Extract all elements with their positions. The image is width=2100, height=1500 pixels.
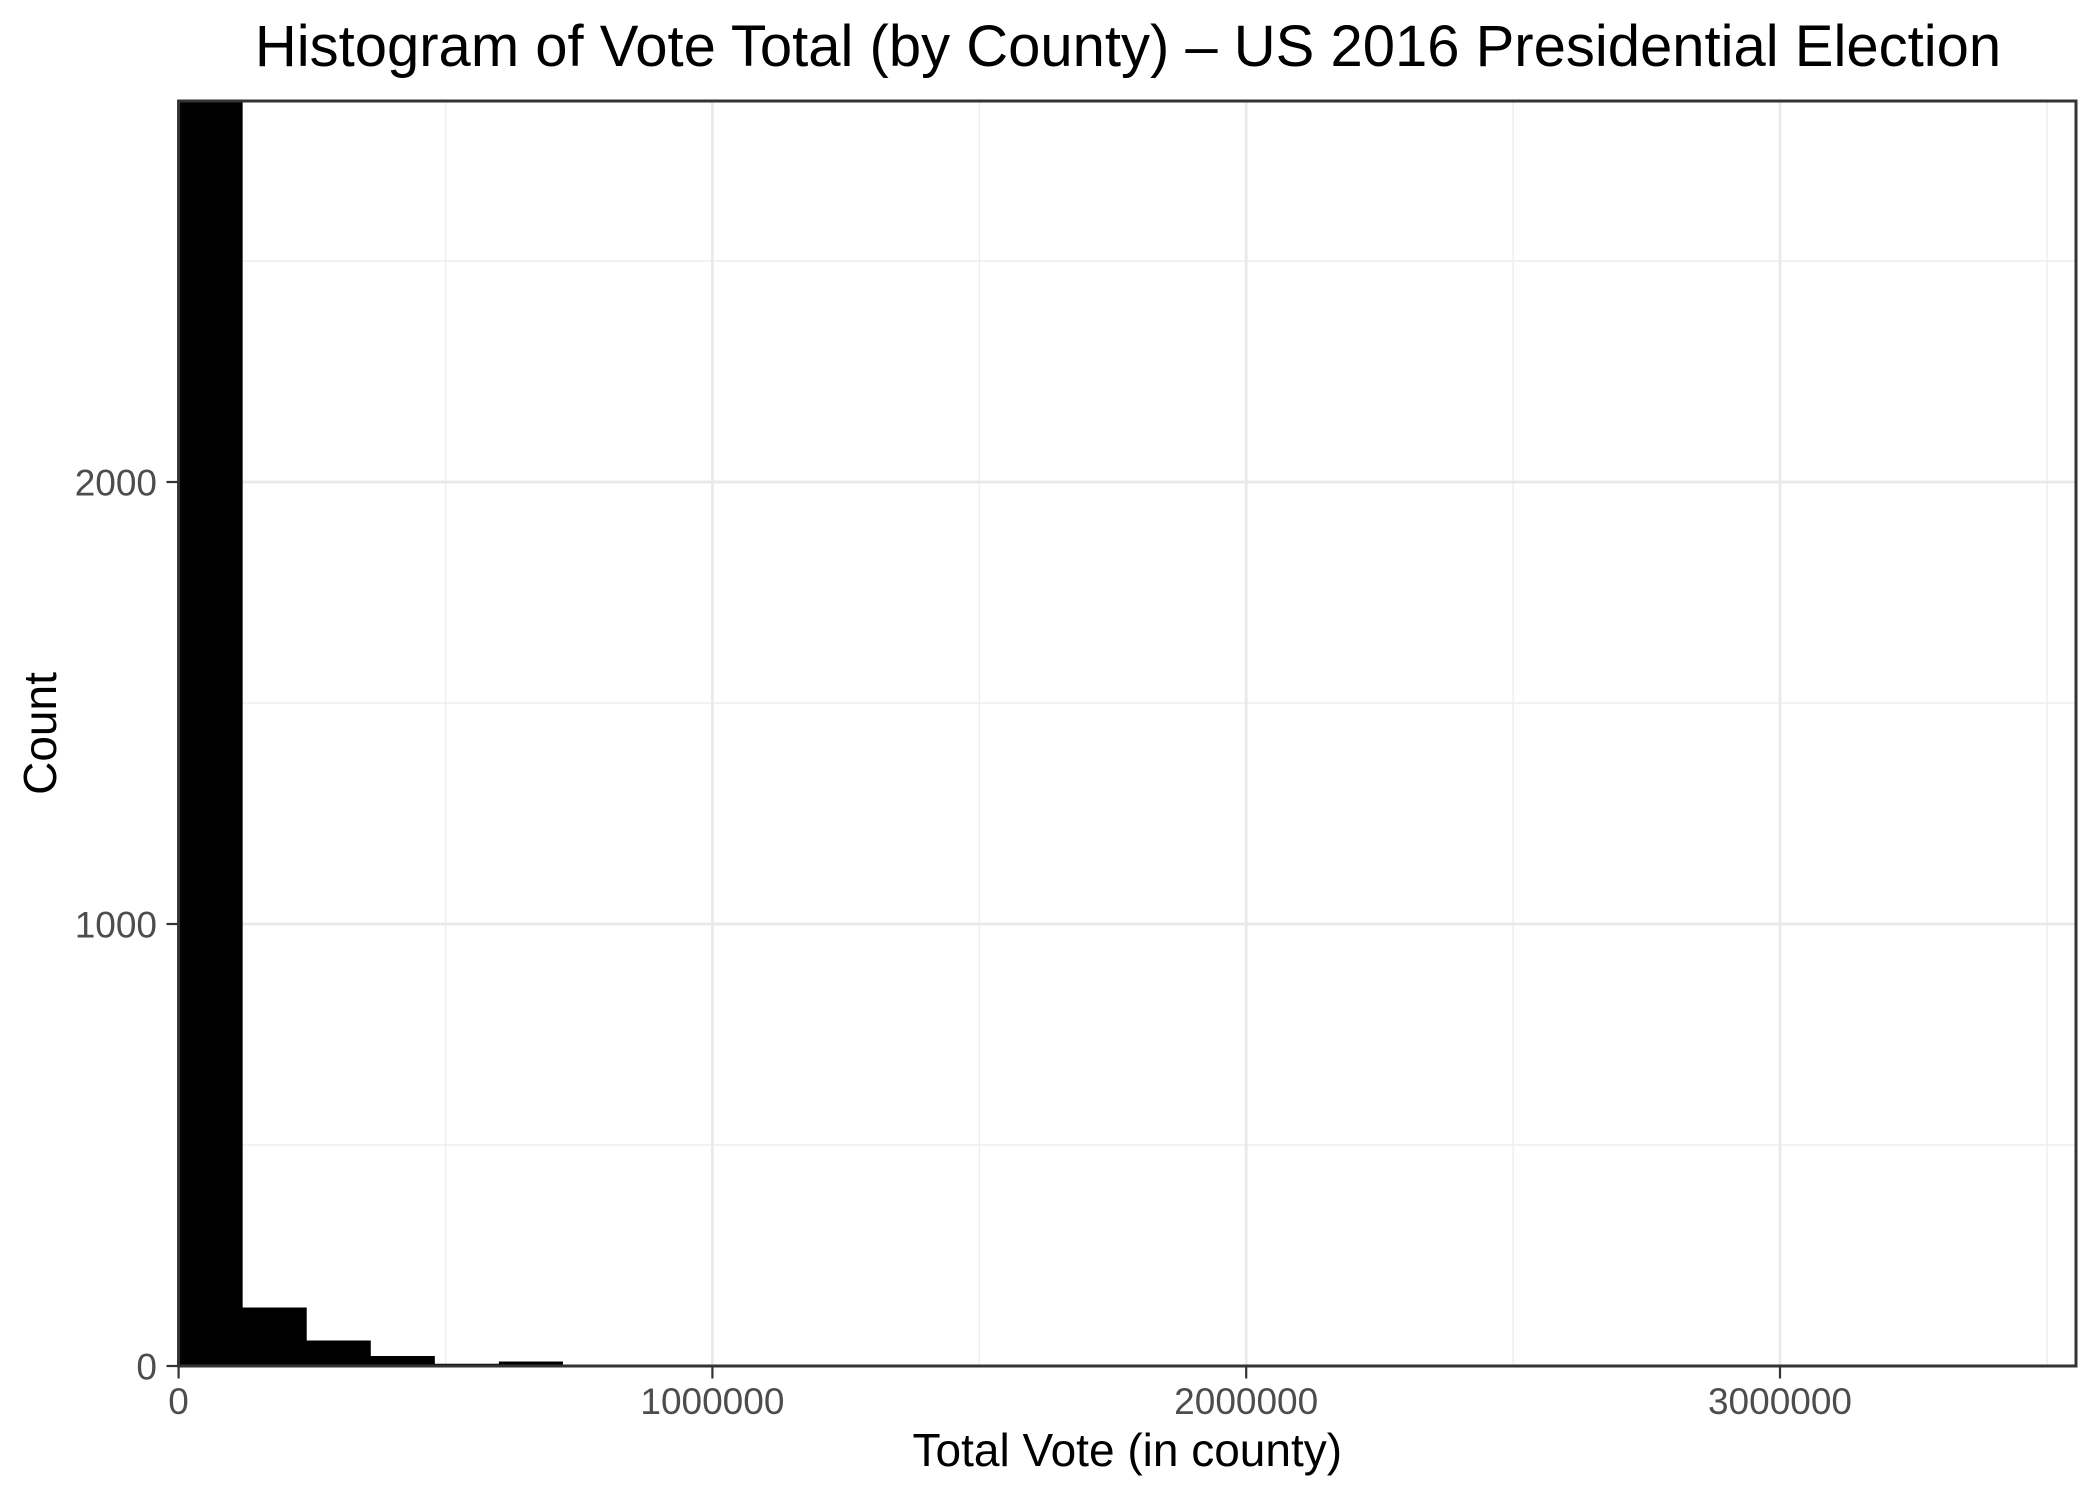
svg-text:0: 0 <box>136 1347 157 1388</box>
svg-text:3000000: 3000000 <box>1708 1381 1852 1422</box>
svg-text:Count: Count <box>14 672 66 795</box>
svg-text:1000: 1000 <box>75 905 157 946</box>
svg-text:2000000: 2000000 <box>1174 1381 1318 1422</box>
svg-text:0: 0 <box>168 1381 189 1422</box>
svg-text:Histogram of Vote Total (by Co: Histogram of Vote Total (by County) – US… <box>255 14 2001 79</box>
svg-text:2000: 2000 <box>75 463 157 504</box>
svg-text:Total Vote (in county): Total Vote (in county) <box>913 1424 1343 1476</box>
svg-text:1000000: 1000000 <box>640 1381 784 1422</box>
